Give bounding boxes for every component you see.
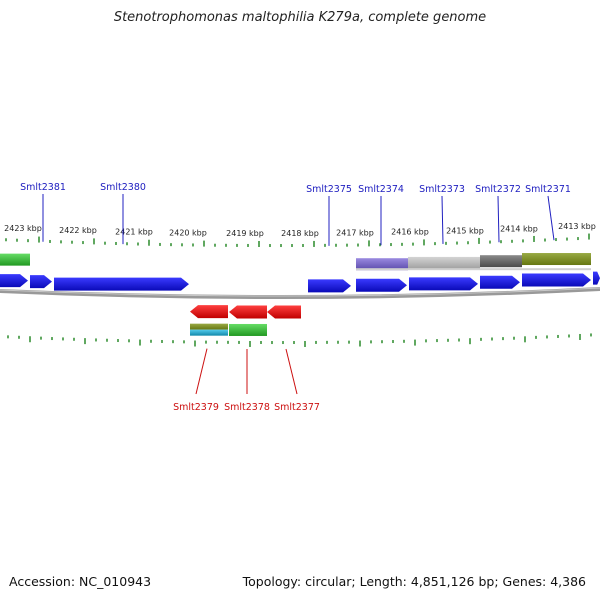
reverse-cog-block — [190, 329, 228, 336]
reverse-gene-arrow — [190, 305, 228, 319]
ruler-label: 2417 kbp — [336, 229, 374, 238]
ruler-label: 2418 kbp — [281, 229, 319, 238]
forward-cog-block — [522, 253, 591, 266]
forward-label-leader — [497, 195, 500, 243]
forward-gene-arrow — [0, 274, 28, 288]
accession-text: Accession: NC_010943 — [9, 574, 152, 589]
forward-gene-arrow — [30, 275, 52, 289]
forward-gene-label: Smlt2372 — [475, 184, 521, 195]
reverse-gene-label: Smlt2378 — [224, 402, 270, 413]
forward-label-leader — [547, 195, 555, 241]
forward-cog-block — [408, 256, 480, 269]
forward-gene-label: Smlt2371 — [525, 184, 571, 195]
map-title: Stenotrophomonas maltophilia K279a, comp… — [113, 10, 487, 25]
forward-gene-label: Smlt2375 — [306, 184, 352, 195]
ruler-label: 2414 kbp — [500, 225, 538, 234]
reverse-label-leader — [285, 348, 298, 395]
reverse-cog-block — [190, 323, 228, 330]
forward-gene-label: Smlt2380 — [100, 182, 146, 193]
forward-gene-label: Smlt2374 — [358, 184, 404, 195]
ruler-label: 2421 kbp — [115, 227, 153, 236]
ruler-label: 2416 kbp — [391, 228, 429, 237]
topology-text: Topology: circular; Length: 4,851,126 bp… — [242, 574, 586, 589]
ruler-label: 2413 kbp — [558, 222, 596, 231]
reverse-gene-arrow — [267, 305, 301, 319]
ruler-label: 2420 kbp — [169, 228, 207, 237]
forward-cog-block — [480, 255, 522, 268]
reverse-cog-block — [229, 323, 267, 336]
reverse-label-leader — [195, 348, 208, 395]
forward-gene-label: Smlt2373 — [419, 184, 465, 195]
ruler-label: 2415 kbp — [446, 226, 484, 235]
reverse-gene-label: Smlt2377 — [274, 402, 320, 413]
forward-gene-arrow — [409, 277, 478, 291]
ruler-label: 2419 kbp — [226, 229, 264, 238]
forward-gene-arrow — [593, 271, 600, 285]
forward-gene-arrow — [308, 279, 351, 293]
forward-gene-arrow — [54, 277, 189, 291]
reverse-gene-arrow — [229, 305, 267, 319]
forward-gene-arrow — [356, 278, 407, 292]
forward-gene-arrow — [522, 273, 591, 287]
genome-backbone-highlight — [0, 287, 600, 297]
forward-gene-label: Smlt2381 — [20, 182, 66, 193]
forward-label-leader — [441, 195, 444, 244]
forward-cog-block — [356, 258, 408, 271]
ruler-label: 2422 kbp — [59, 226, 97, 235]
forward-gene-arrow — [480, 275, 520, 289]
reverse-gene-label: Smlt2379 — [173, 402, 219, 413]
forward-cog-shadow — [356, 268, 591, 271]
forward-cog-block — [0, 253, 30, 266]
genome-backbone — [0, 287, 600, 300]
ruler-label: 2423 kbp — [4, 224, 42, 233]
